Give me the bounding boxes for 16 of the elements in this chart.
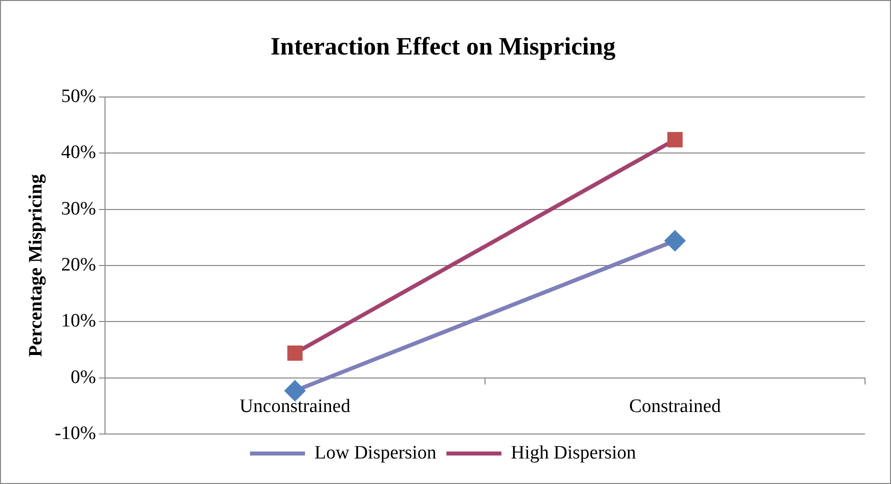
y-tick-label: -10%: [54, 422, 96, 444]
x-tick-label: Unconstrained: [240, 396, 351, 418]
y-axis-title: Percentage Mispricing: [25, 174, 46, 357]
y-tick-label: 50%: [61, 86, 96, 107]
y-tick-label: 20%: [61, 254, 96, 276]
point: [667, 132, 683, 148]
point: [664, 230, 685, 251]
y-tick-label: 10%: [61, 310, 96, 332]
point: [287, 345, 303, 361]
y-tick-label: 30%: [61, 198, 96, 220]
y-tick-label: 0%: [70, 366, 96, 388]
legend-label: Low Dispersion: [314, 442, 437, 464]
chart-title: Interaction Effect on Mispricing: [270, 33, 616, 60]
x-tick-label: Constrained: [629, 396, 722, 418]
legend-label: High Dispersion: [510, 442, 636, 464]
y-tick-label: 40%: [61, 142, 96, 164]
